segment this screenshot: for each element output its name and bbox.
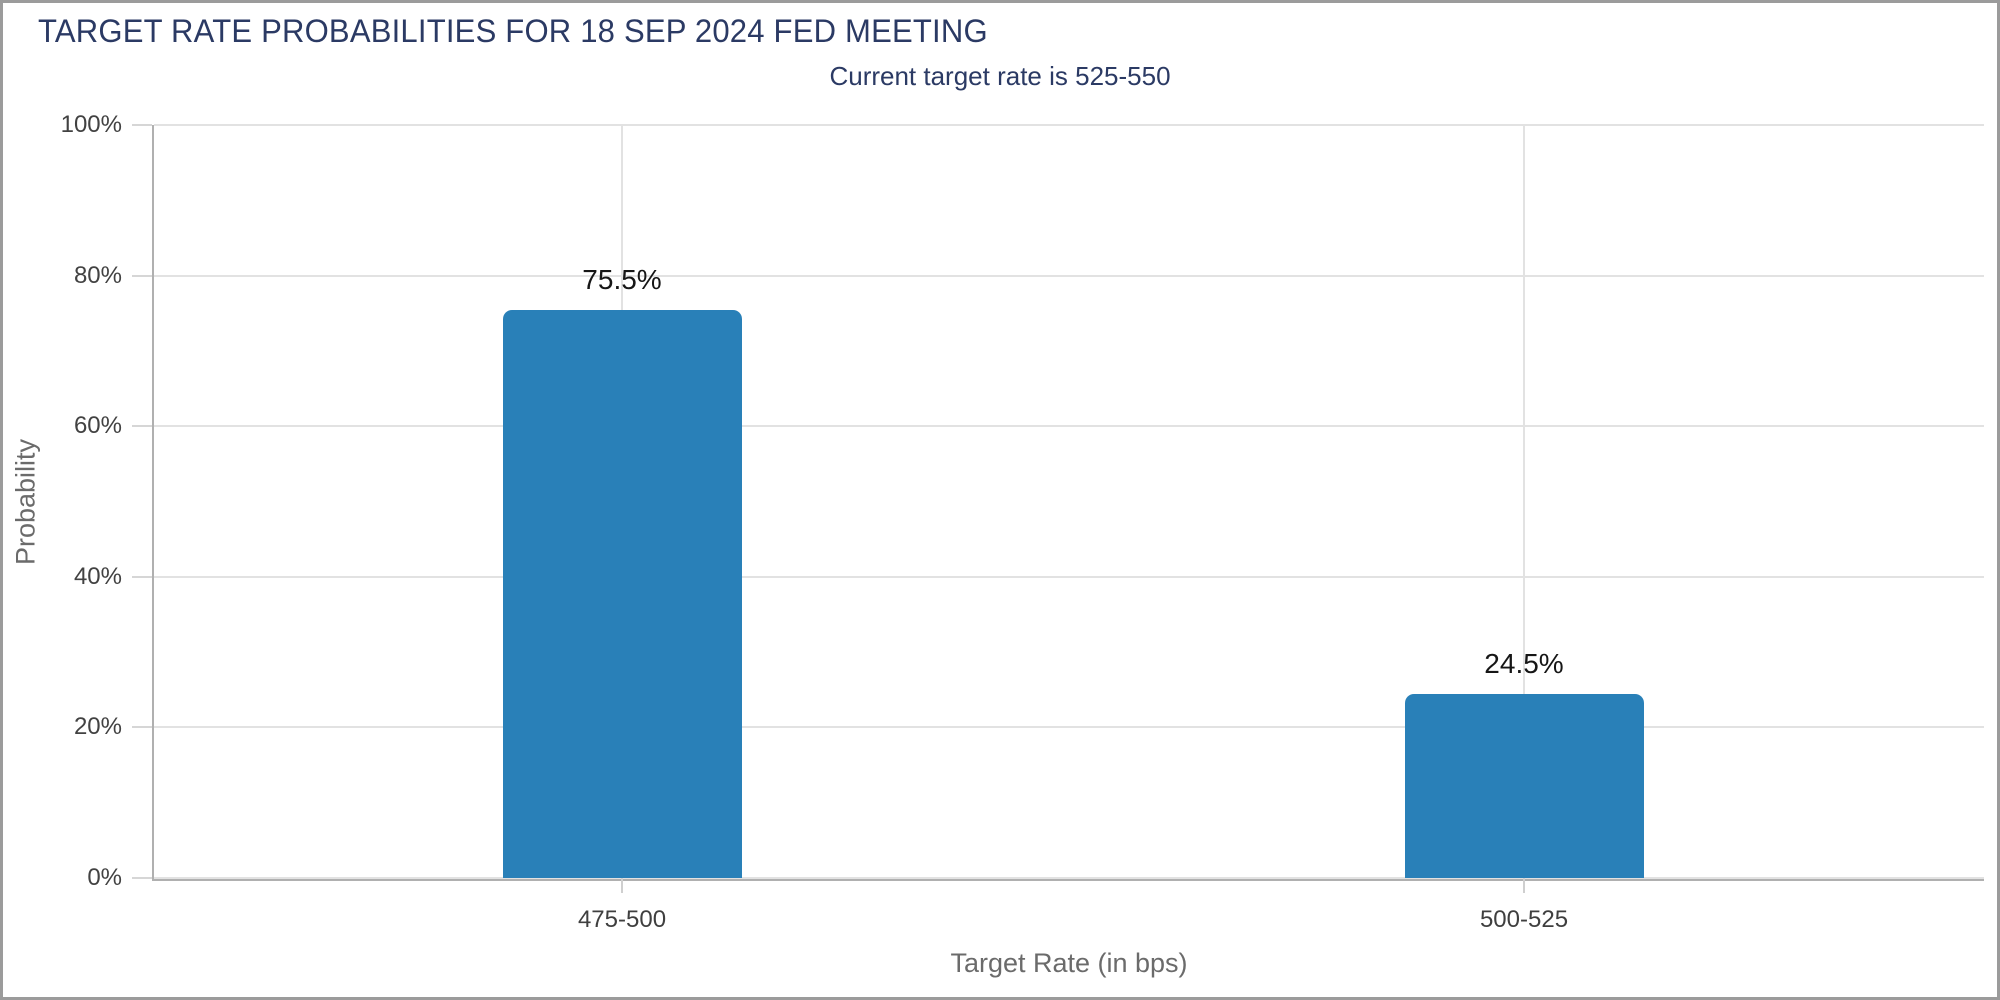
x-tick-mark [1523, 878, 1525, 893]
probability-bar[interactable] [1404, 693, 1644, 878]
y-tick-label: 80% [73, 261, 122, 289]
y-tick-mark [132, 274, 152, 277]
y-tick-mark [132, 124, 152, 126]
y-tick-mark [132, 726, 152, 729]
chart-title: TARGET RATE PROBABILITIES FOR 18 SEP 202… [38, 13, 988, 49]
y-tick-label: 20% [73, 713, 122, 741]
bar-value-label: 24.5% [1484, 647, 1564, 679]
gridline [154, 726, 1984, 729]
probability-bar[interactable] [502, 309, 742, 878]
gridline [154, 274, 1984, 277]
x-tick-mark [621, 878, 623, 893]
bar-value-label: 75.5% [582, 263, 662, 295]
x-tick-label: 475-500 [577, 906, 667, 933]
plot-area: Probability Target Rate (in bps) 0% 20% 40… [11, 111, 1984, 978]
y-tick-label: 40% [73, 562, 122, 590]
y-tick-label: 60% [73, 412, 122, 440]
gridline [154, 425, 1984, 428]
y-tick-mark [132, 877, 152, 879]
y-axis-title: Probability [10, 438, 41, 565]
gridline [154, 124, 1984, 126]
chart-subtitle: Current target rate is 525-550 [829, 61, 1171, 91]
y-tick-mark [132, 575, 152, 578]
y-tick-label: 0% [87, 864, 122, 891]
x-tick-label: 500-525 [1479, 906, 1569, 933]
x-axis-title: Target Rate (in bps) [950, 948, 1188, 978]
category-gridline [1523, 125, 1525, 878]
gridline [154, 575, 1984, 578]
y-tick-label: 100% [60, 111, 122, 138]
y-tick-mark [132, 425, 152, 428]
gridline [154, 877, 1984, 879]
